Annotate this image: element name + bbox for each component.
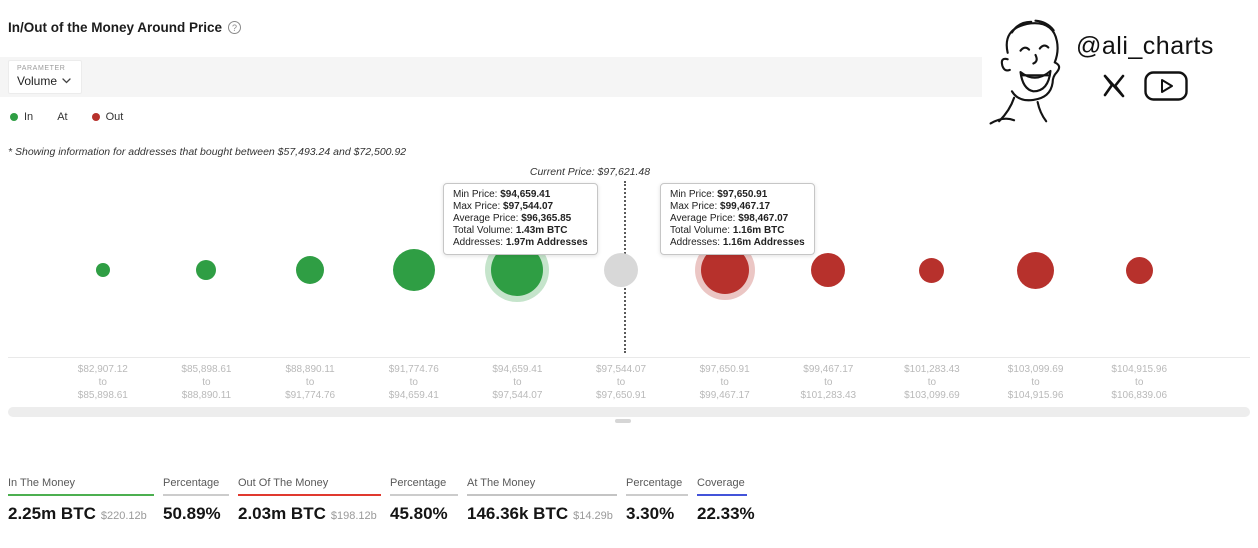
axis-label: $85,898.61 to $88,890.11 (181, 364, 232, 401)
axis-label: $101,283.43 to $103,099.69 (904, 364, 960, 401)
bubble-in[interactable] (296, 256, 325, 284)
axis-label: $103,099.69 to $104,915.96 (1007, 364, 1064, 401)
stat-label: Percentage (390, 477, 458, 496)
stat-label: At The Money (467, 477, 617, 496)
bubble-column (258, 180, 362, 360)
stat-column: Percentage 3.30% (626, 477, 688, 524)
stat-label: Out Of The Money (238, 477, 381, 496)
parameter-dropdown[interactable]: PARAMETER Volume (8, 60, 83, 94)
bubble-in[interactable] (196, 260, 217, 280)
legend-item-in[interactable]: In (10, 111, 33, 123)
tooltip-row: Addresses: 1.97m Addresses (453, 237, 588, 248)
bubble-column (51, 180, 155, 360)
filter-note: * Showing information for addresses that… (8, 146, 407, 158)
parameter-label: PARAMETER (17, 65, 66, 72)
page-title: In/Out of the Money Around Price (8, 20, 223, 35)
bubble-out[interactable] (811, 253, 846, 287)
stat-value: 3.30% (626, 504, 675, 523)
bubble-column (362, 180, 466, 360)
tooltip-row: Min Price: $94,659.41 (453, 189, 551, 200)
watermark-right: @ali_charts (1076, 32, 1214, 101)
legend-dot-icon (91, 113, 100, 121)
tooltip-row: Total Volume: 1.16m BTC (670, 225, 785, 236)
watermark-icons (1102, 71, 1188, 101)
tooltip-row: Min Price: $97,650.91 (670, 189, 768, 200)
youtube-play-icon (1144, 71, 1188, 101)
stat-value: 45.80% (390, 504, 448, 523)
bubble-column (1087, 180, 1191, 360)
stat-column: Percentage 45.80% (390, 477, 458, 524)
tooltip-row: Addresses: 1.16m Addresses (670, 237, 805, 248)
tooltip-row: Average Price: $96,365.85 (453, 213, 572, 224)
tooltip-row: Average Price: $98,467.07 (670, 213, 789, 224)
legend: In At Out (10, 111, 123, 123)
bubble-column (155, 180, 259, 360)
tooltip-row: Max Price: $97,544.07 (453, 201, 554, 212)
bubble-column (776, 180, 880, 360)
bubble-column (984, 180, 1088, 360)
axis-label: $91,774.76 to $94,659.41 (388, 364, 439, 401)
axis-label: $97,650.91 to $99,467.17 (699, 364, 750, 401)
stat-value: 146.36k BTC $14.29b (467, 504, 613, 523)
watermark-handle: @ali_charts (1076, 32, 1214, 60)
axis-label: $82,907.12 to $85,898.61 (77, 364, 128, 401)
stat-value: 2.03m BTC $198.12b (238, 504, 377, 523)
legend-item-at[interactable]: At (57, 111, 67, 123)
legend-label: Out (105, 111, 124, 123)
current-price-label: Current Price: $97,621.48 (529, 166, 651, 178)
bubble-in[interactable] (392, 249, 435, 291)
axis-label: $88,890.11 to $91,774.76 (285, 364, 336, 401)
stat-value: 2.25m BTC $220.12b (8, 504, 147, 523)
stat-label: In The Money (8, 477, 154, 496)
chevron-down-icon (62, 78, 71, 84)
stat-column: At The Money 146.36k BTC $14.29b (467, 477, 617, 524)
bubble-at[interactable] (604, 253, 639, 287)
x-twitter-icon (1103, 74, 1125, 98)
bubble-out[interactable] (1125, 256, 1153, 284)
page-header: In/Out of the Money Around Price ? (8, 20, 242, 35)
info-icon[interactable]: ? (228, 21, 242, 34)
face-doodle-icon (989, 19, 1061, 125)
bubble-out[interactable] (919, 257, 945, 283)
tooltip-row: Max Price: $99,467.17 (670, 201, 771, 212)
legend-item-out[interactable]: Out (91, 111, 124, 123)
parameter-selected: Volume (17, 74, 58, 88)
bubble-column (569, 180, 673, 360)
stats-bar: In The Money 2.25m BTC $220.12b Percentage 5… (8, 477, 755, 524)
x-axis-labels: $82,907.12 to $85,898.61 $85,898.61 to $88,89… (51, 363, 1191, 402)
stat-label: Percentage (626, 477, 688, 496)
stat-column: In The Money 2.25m BTC $220.12b (8, 477, 154, 524)
stat-column: Out Of The Money 2.03m BTC $198.12b (238, 477, 381, 524)
legend-label: At (57, 111, 68, 123)
scrollbar-handle-icon[interactable] (615, 419, 631, 423)
stat-value: 50.89% (163, 504, 221, 523)
parameter-value: Volume (17, 74, 71, 88)
stat-column: Percentage 50.89% (163, 477, 229, 524)
legend-label: In (24, 111, 34, 123)
stat-label: Coverage (697, 477, 747, 496)
bubble-row (51, 180, 1191, 360)
bubble-tooltip: Min Price: $94,659.41 Max Price: $97,544.… (443, 183, 598, 255)
tooltip-row: Total Volume: 1.43m BTC (453, 225, 568, 236)
x-axis-line (8, 357, 1250, 358)
legend-dot-icon (10, 113, 18, 121)
axis-label: $104,915.96 to $106,839.06 (1111, 364, 1168, 401)
bubble-column (880, 180, 984, 360)
stat-column: Coverage 22.33% (697, 477, 755, 524)
stat-value: 22.33% (697, 504, 755, 523)
stat-label: Percentage (163, 477, 229, 496)
axis-label: $97,544.07 to $97,650.91 (595, 364, 647, 401)
chart-scrollbar[interactable] (8, 407, 1250, 417)
bubble-in[interactable] (95, 263, 110, 277)
bubble-tooltip: Min Price: $97,650.91 Max Price: $99,467.… (660, 183, 815, 255)
bubble-out[interactable] (1017, 251, 1055, 289)
axis-label: $99,467.17 to $101,283.43 (800, 364, 857, 401)
axis-label: $94,659.41 to $97,544.07 (492, 364, 543, 401)
watermark: @ali_charts (982, 16, 1258, 134)
